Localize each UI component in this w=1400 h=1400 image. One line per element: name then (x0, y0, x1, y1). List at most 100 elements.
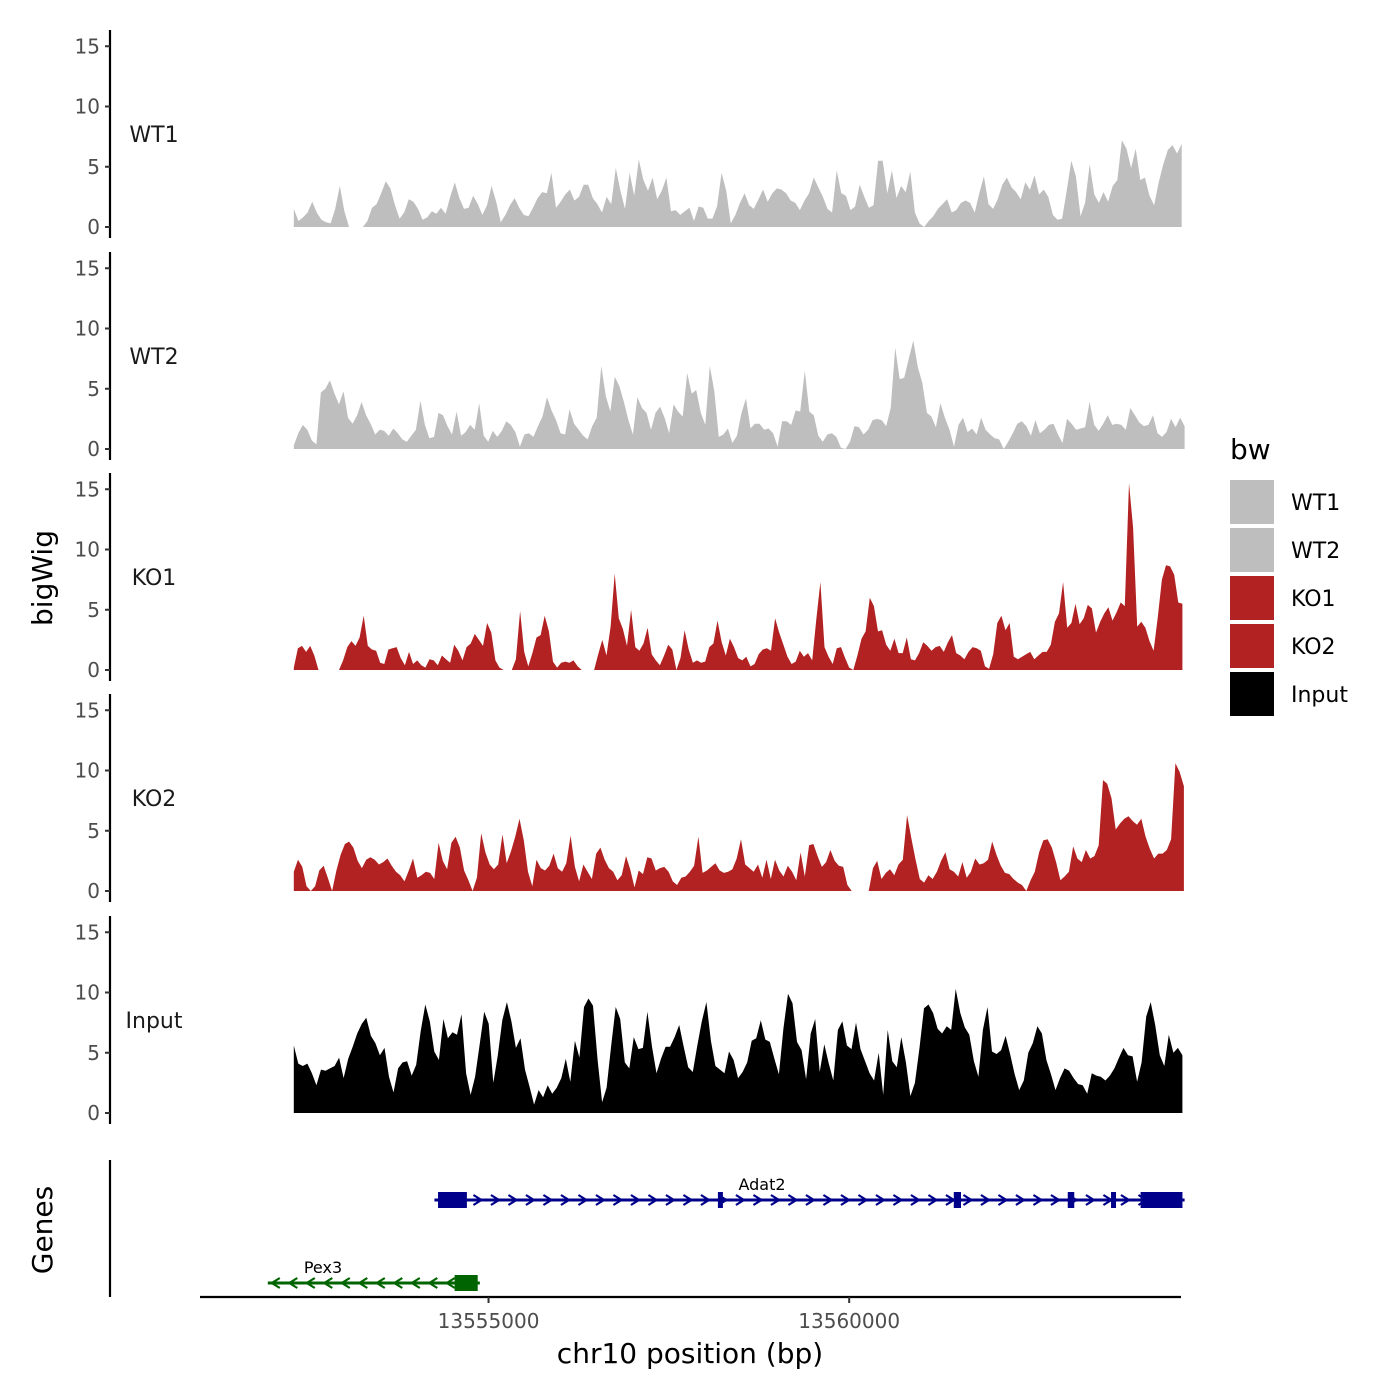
legend-swatch-ko1 (1230, 576, 1274, 620)
strand-arrow (577, 1194, 589, 1206)
legend-label: WT2 (1291, 539, 1340, 564)
y-tick-label: 0 (87, 658, 100, 682)
strand-arrow (875, 1194, 887, 1206)
strand-arrow (560, 1194, 572, 1206)
y-tick-label: 10 (75, 317, 100, 341)
strand-arrow (287, 1277, 298, 1289)
strand-arrow (507, 1194, 519, 1206)
gene-label: Adat2 (738, 1175, 785, 1194)
x-axis: 13555000 13560000 (200, 1295, 1181, 1333)
legend-swatch-wt1 (1230, 480, 1274, 524)
coverage-area-wt1 (293, 140, 1182, 227)
legend-swatch-wt2 (1230, 528, 1274, 572)
strand-arrow (427, 1277, 438, 1289)
y-tick-label: 10 (75, 538, 100, 562)
strand-arrow (735, 1194, 747, 1206)
track-label: KO1 (132, 566, 177, 591)
strand-arrow (857, 1194, 869, 1206)
y-tick-label: 15 (75, 34, 100, 58)
legend: bw WT1 WT2 KO1 KO2 Input (1230, 433, 1348, 716)
y-tick-label: 15 (75, 698, 100, 722)
strand-arrow (682, 1194, 694, 1206)
track-panel-wt1: 0 5 10 15 WT1 (75, 30, 1182, 239)
track-panel-ko2: 0 5 10 15 KO2 (75, 694, 1184, 903)
gene-exon (454, 1275, 478, 1291)
strand-arrow (612, 1194, 624, 1206)
y-tick-label: 10 (75, 759, 100, 783)
legend-label: KO1 (1291, 587, 1336, 612)
strand-arrow (595, 1194, 607, 1206)
strand-arrow (525, 1194, 537, 1206)
strand-arrow (1120, 1194, 1132, 1206)
strand-arrow (822, 1194, 834, 1206)
coverage-area-wt2 (293, 340, 1185, 449)
y-tick-label: 15 (75, 477, 100, 501)
y-tick-label: 5 (87, 598, 100, 622)
legend-label: Input (1291, 683, 1348, 708)
strand-arrow (1050, 1194, 1062, 1206)
strand-arrow (357, 1277, 368, 1289)
gene-adat2: Adat2 (434, 1175, 1185, 1208)
legend-swatch-input (1230, 672, 1274, 716)
strand-arrow (892, 1194, 904, 1206)
strand-arrow (770, 1194, 782, 1206)
track-label: Input (126, 1009, 183, 1034)
x-tick-label: 13555000 (438, 1309, 540, 1333)
strand-arrow (665, 1194, 677, 1206)
track-panel-input: 0 5 10 15 Input (75, 916, 1183, 1125)
y-tick-label: 15 (75, 920, 100, 944)
track-label: WT1 (129, 123, 178, 148)
strand-arrow (752, 1194, 764, 1206)
coverage-area-input (293, 988, 1183, 1113)
strand-arrow (910, 1194, 922, 1206)
gene-exon (1111, 1192, 1117, 1208)
gene-exon (953, 1192, 961, 1208)
strand-arrow (304, 1277, 316, 1289)
legend-swatch-ko2 (1230, 624, 1274, 668)
strand-arrow (647, 1194, 659, 1206)
strand-arrow (700, 1194, 712, 1206)
x-tick-label: 13560000 (798, 1309, 900, 1333)
track-label: WT2 (129, 345, 178, 370)
gene-label: Pex3 (304, 1258, 342, 1277)
strand-arrow (787, 1194, 799, 1206)
strand-arrow (339, 1277, 351, 1289)
genes-axis-title: Genes (26, 1186, 59, 1274)
y-tick-label: 10 (75, 95, 100, 119)
y-tick-label: 15 (75, 256, 100, 280)
y-axis-title: bigWig (26, 530, 59, 626)
strand-arrow (840, 1194, 852, 1206)
strand-arrow (1032, 1194, 1044, 1206)
y-tick-label: 5 (87, 819, 100, 843)
strand-arrow (962, 1194, 974, 1206)
legend-label: WT1 (1291, 491, 1340, 516)
strand-arrow (630, 1194, 642, 1206)
strand-arrow (392, 1277, 403, 1289)
y-tick-label: 10 (75, 981, 100, 1005)
legend-title: bw (1230, 433, 1271, 466)
genes-panel: Adat2 Pex3 (108, 1160, 1185, 1297)
y-tick-label: 0 (87, 437, 100, 461)
gene-exon (438, 1192, 467, 1208)
y-tick-label: 0 (87, 879, 100, 903)
track-panel-ko1: 0 5 10 15 KO1 (75, 473, 1183, 682)
strand-arrow (1015, 1194, 1027, 1206)
y-tick-label: 5 (87, 155, 100, 179)
strand-arrow (542, 1194, 554, 1206)
gene-exon (1140, 1192, 1183, 1208)
legend-label: KO2 (1291, 635, 1336, 660)
y-tick-label: 0 (87, 215, 100, 239)
y-tick-label: 5 (87, 377, 100, 401)
strand-arrow (444, 1277, 456, 1289)
strand-arrow (980, 1194, 992, 1206)
strand-arrow (322, 1277, 333, 1289)
y-tick-label: 0 (87, 1101, 100, 1125)
strand-arrow (1085, 1194, 1097, 1206)
strand-arrow (409, 1277, 421, 1289)
track-label: KO2 (132, 787, 177, 812)
coverage-area-ko2 (293, 763, 1184, 891)
strand-arrow (805, 1194, 817, 1206)
gene-exon (717, 1192, 723, 1208)
coverage-area-ko1 (293, 483, 1183, 670)
